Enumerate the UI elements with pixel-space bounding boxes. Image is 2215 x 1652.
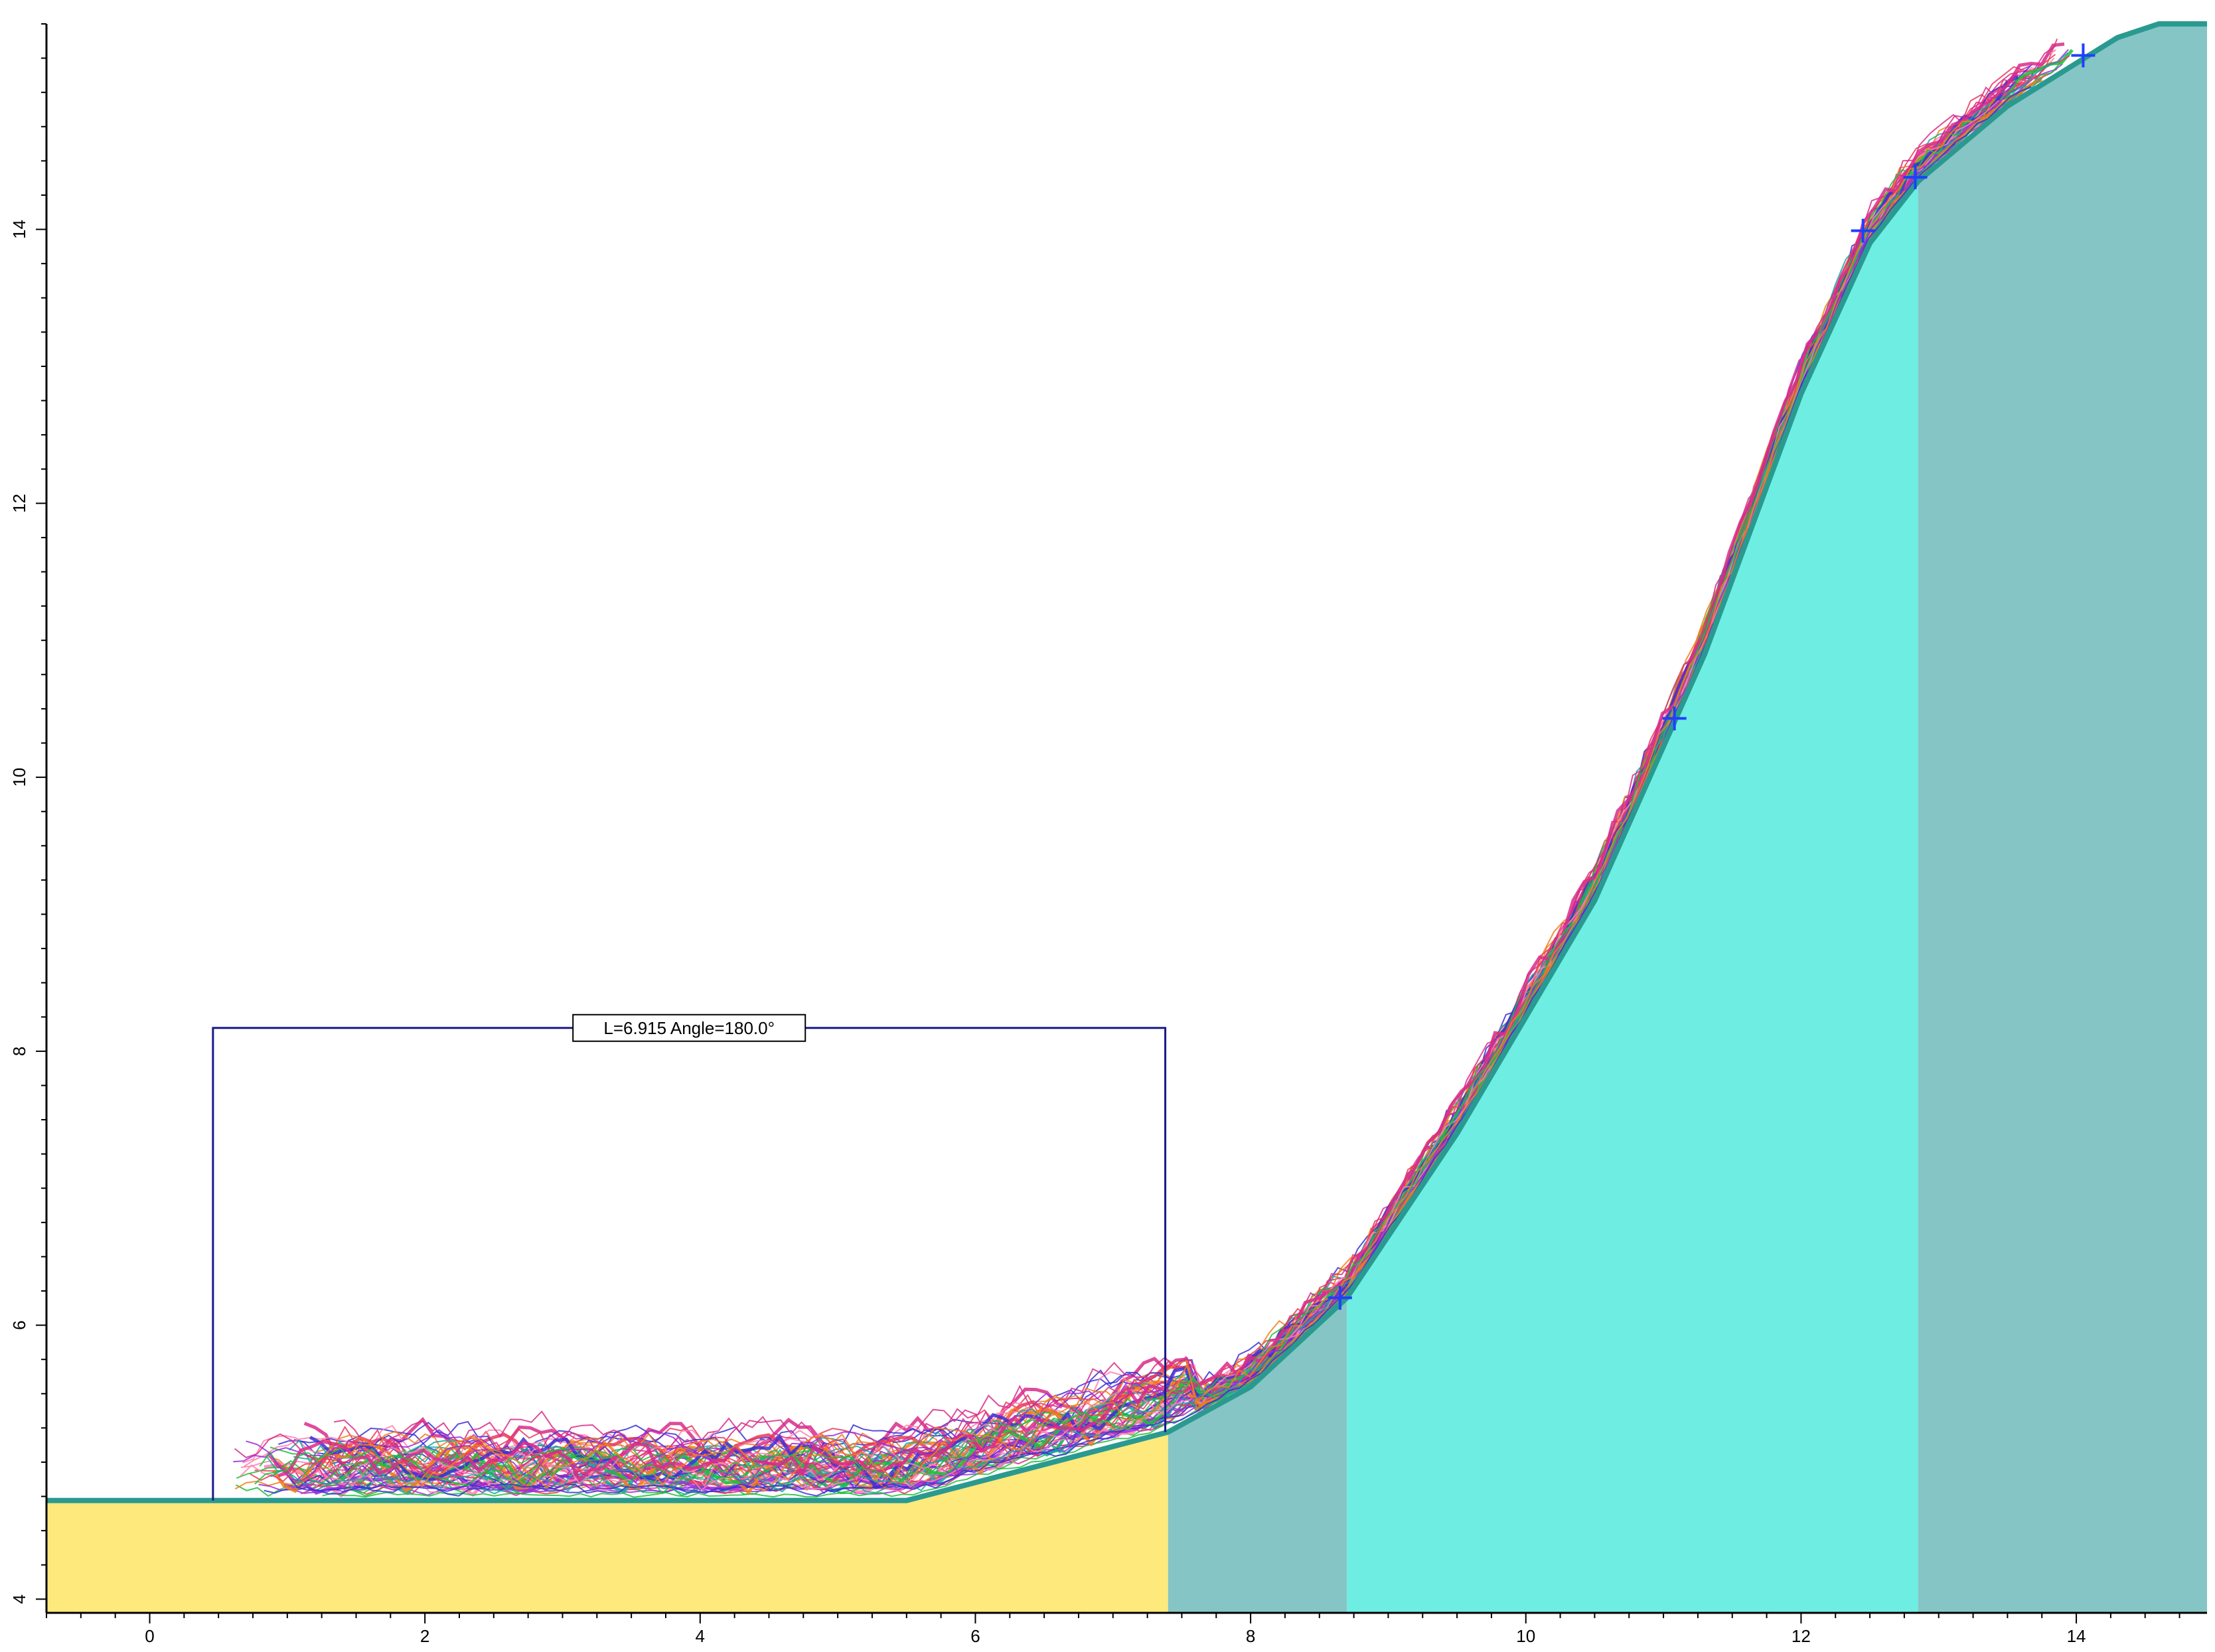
dimension-label-box bbox=[572, 1014, 806, 1042]
dimension-label: L=6.915 Angle=180.0° bbox=[603, 1018, 775, 1038]
dimension-annotation: L=6.915 Angle=180.0° bbox=[212, 1014, 1167, 1501]
y-tick-label: 8 bbox=[9, 1047, 29, 1056]
zone-4 bbox=[1918, 24, 2207, 1613]
zone-1 bbox=[46, 1432, 1168, 1613]
y-tick-label: 4 bbox=[9, 1594, 29, 1604]
y-tick-label: 14 bbox=[9, 220, 29, 239]
trajectory-path bbox=[323, 133, 1951, 1481]
collector-marker bbox=[1328, 1286, 1352, 1310]
trajectory-path bbox=[246, 81, 2029, 1487]
y-tick-label: 10 bbox=[9, 768, 29, 787]
y-tick-label: 6 bbox=[9, 1320, 29, 1329]
collector-marker bbox=[1851, 218, 1875, 243]
material-zones bbox=[46, 24, 2207, 1613]
x-tick-label: 2 bbox=[420, 1626, 429, 1646]
y-axis-ticks: 4 6 8 10 12 14 bbox=[9, 23, 46, 1604]
x-tick-label: 14 bbox=[2067, 1626, 2086, 1646]
x-tick-label: 8 bbox=[1246, 1626, 1255, 1646]
y-tick-label: 12 bbox=[9, 494, 29, 513]
axes bbox=[45, 24, 2207, 1614]
collector-marker bbox=[2071, 43, 2096, 68]
collector-markers bbox=[1328, 43, 2096, 1310]
x-tick-label: 10 bbox=[1516, 1626, 1535, 1646]
x-tick-label: 0 bbox=[145, 1626, 154, 1646]
zone-3 bbox=[1347, 181, 1918, 1613]
x-axis-ticks: 0 2 4 6 8 10 12 14 bbox=[46, 1613, 2180, 1646]
collector-marker bbox=[1903, 165, 1928, 190]
x-tick-label: 4 bbox=[696, 1626, 705, 1646]
slope-profile bbox=[46, 21, 2207, 1503]
x-tick-label: 12 bbox=[1792, 1626, 1811, 1646]
zone-2 bbox=[1168, 1298, 1347, 1613]
collector-marker bbox=[1662, 706, 1687, 731]
trajectory-path bbox=[317, 98, 1995, 1489]
profile-line bbox=[46, 21, 2207, 1503]
x-tick-label: 6 bbox=[970, 1626, 980, 1646]
